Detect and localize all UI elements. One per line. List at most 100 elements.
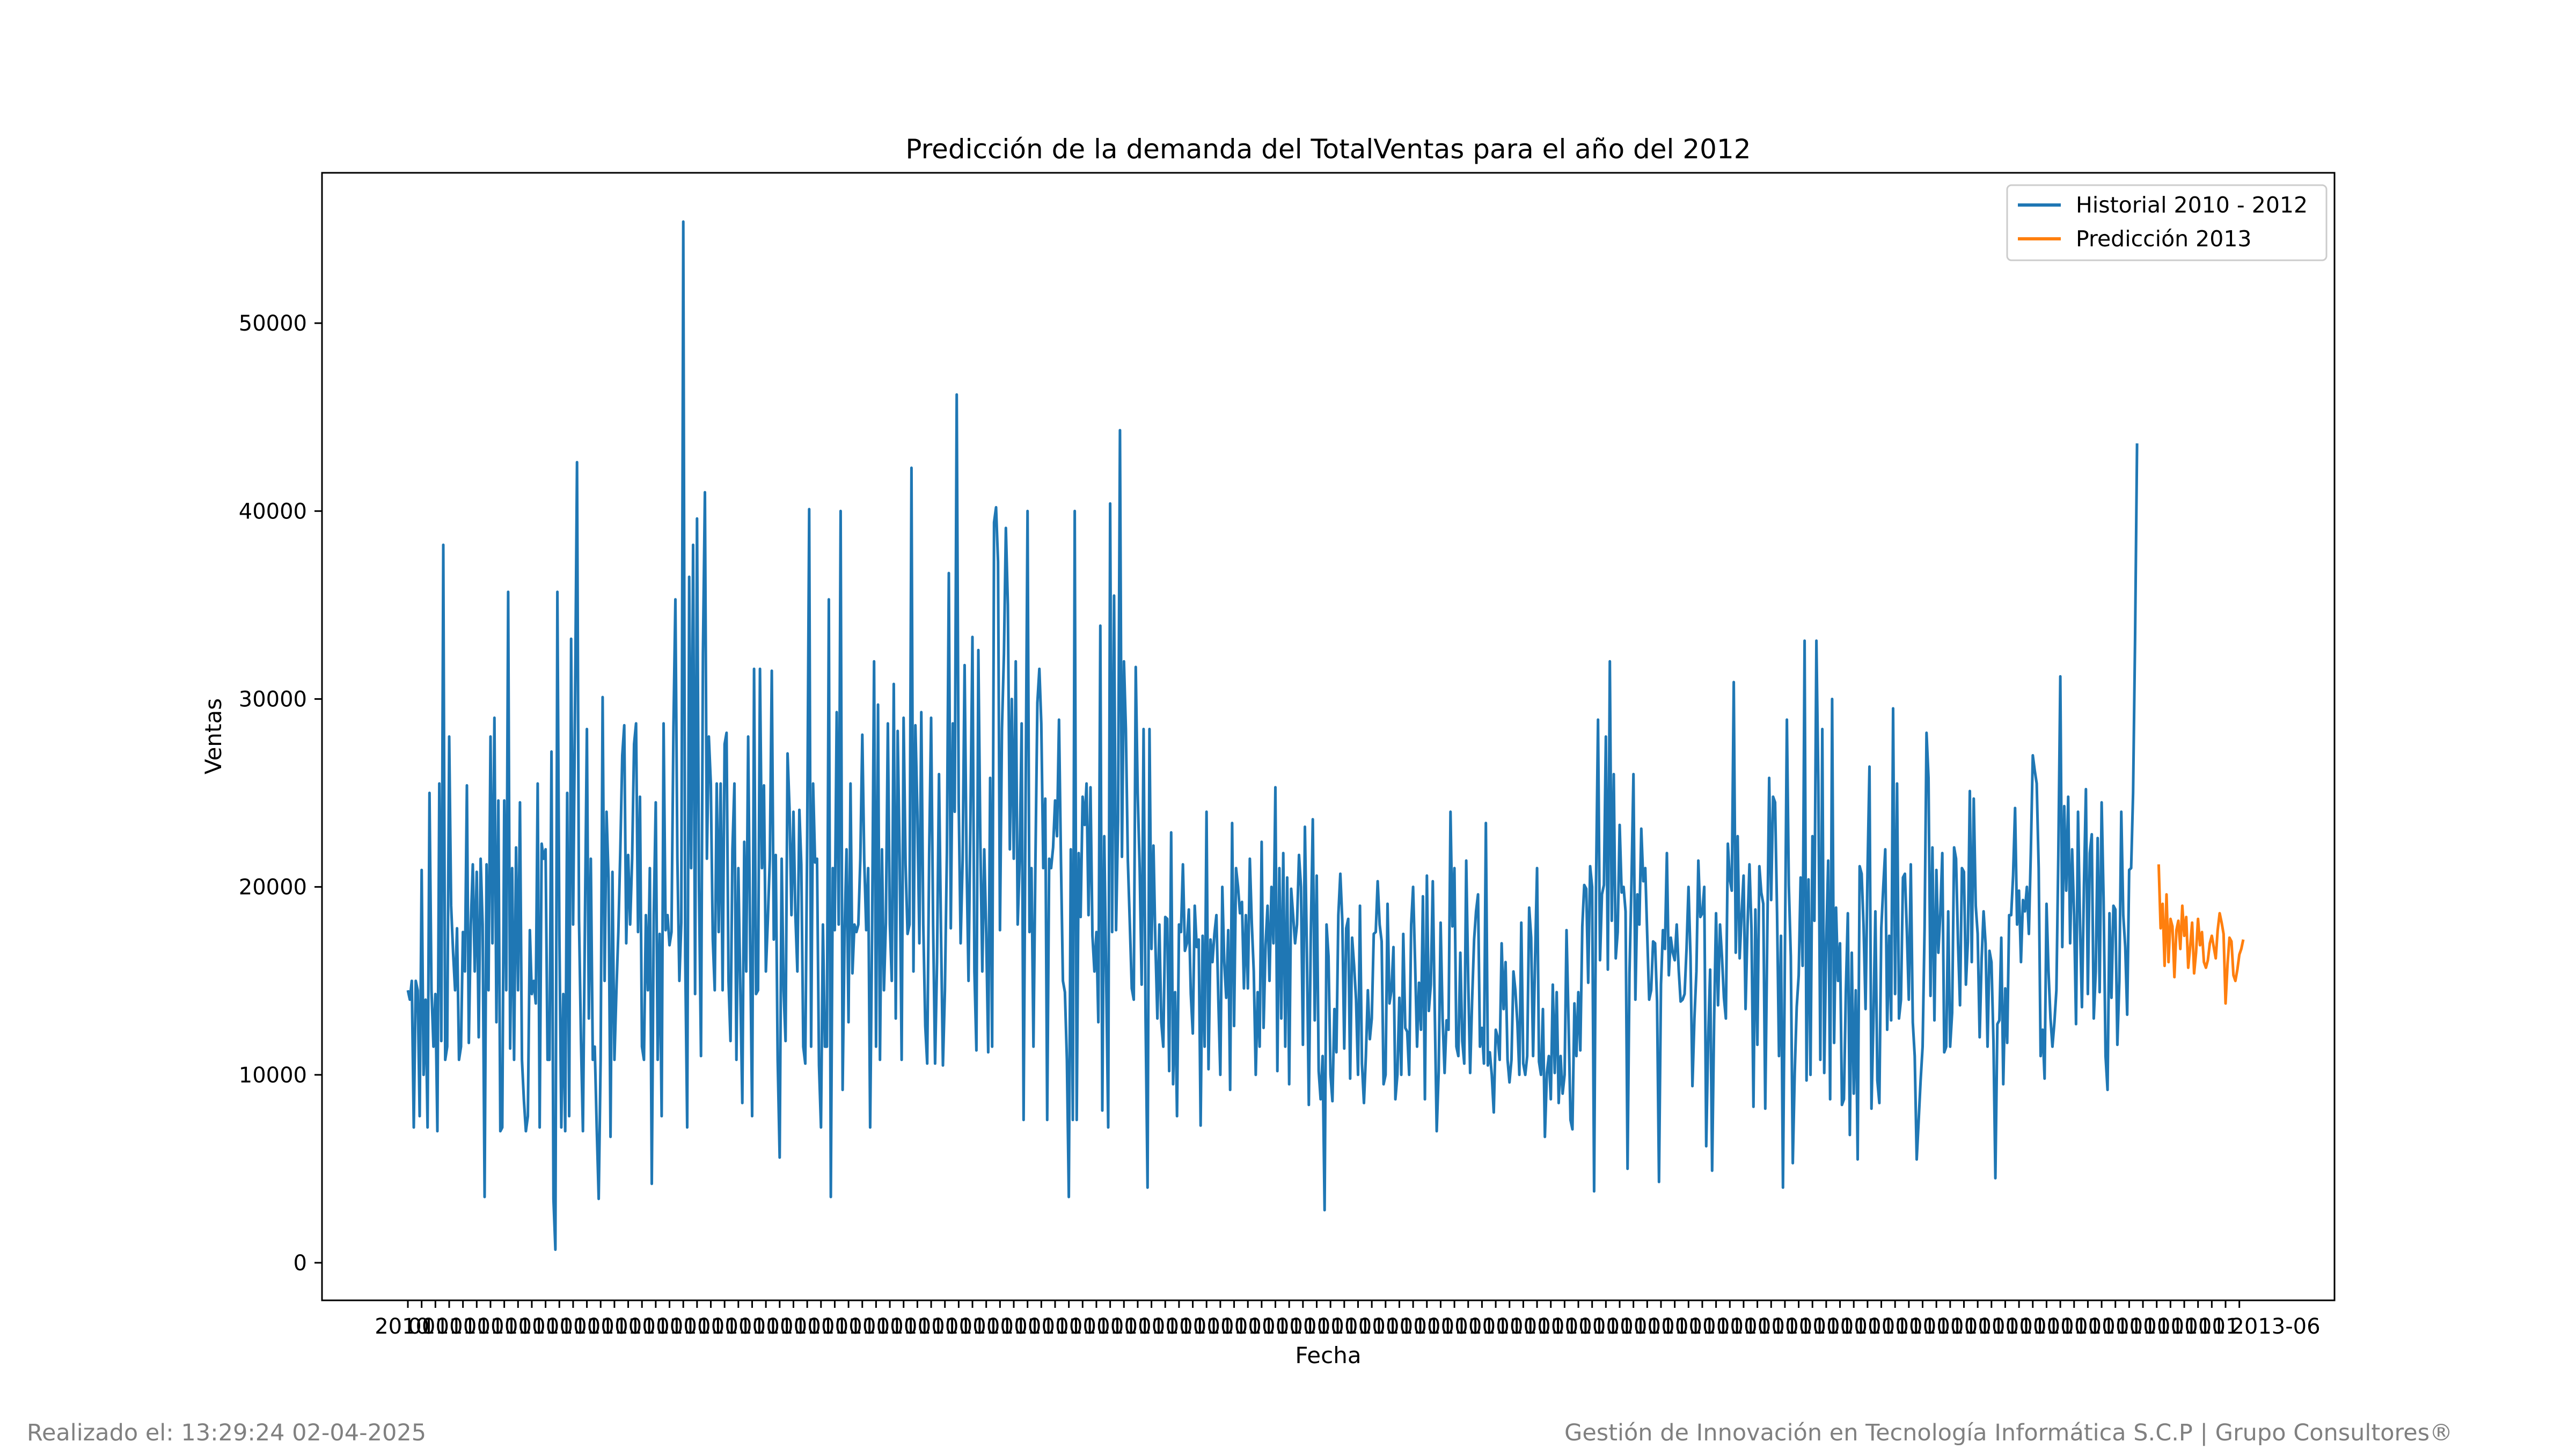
x-tick-label: 01 [408,1314,435,1339]
x-tick-label: 01 [1206,1314,1234,1339]
x-tick-label: 01 [504,1314,532,1339]
x-tick-label: 01 [683,1314,711,1339]
x-tick-label: 01 [573,1314,601,1339]
y-tick-label: 20000 [239,875,307,900]
x-tick-label: 01 [1372,1314,1399,1339]
x-tick-label: 01 [1744,1314,1771,1339]
x-tick-label: 01 [711,1314,738,1339]
x-tick-label: 01 [1799,1314,1826,1339]
y-axis-ticks: 0 10000 20000 30000 40000 50000 [239,311,322,1276]
x-tick-label: 01 [1042,1314,1069,1339]
x-tick-label: 01 [1648,1314,1675,1339]
x-tick-label: 01 [2060,1314,2088,1339]
x-tick-label: 01 [1096,1314,1124,1339]
x-tick-label: 01 [1510,1314,1537,1339]
x-tick-label: 01 [1992,1314,2019,1339]
x-tick-label: 01 [1289,1314,1316,1339]
x-tick-label: 01 [436,1314,463,1339]
x-tick-label: 01 [546,1314,573,1339]
x-tick-label: 01 [628,1314,656,1339]
x-tick-label: 01 [2171,1314,2198,1339]
x-tick-label: 01 [1592,1314,1620,1339]
y-tick-label: 30000 [239,687,307,712]
x-tick-label: 01 [2033,1314,2060,1339]
x-tick-label: 01 [1868,1314,1895,1339]
x-tick-label: 01 [752,1314,780,1339]
x-tick-label: 01 [1565,1314,1592,1339]
x-tick-label: 01 [1840,1314,1868,1339]
x-tick-label: 01 [697,1314,724,1339]
x-tick-label: 01 [986,1314,1014,1339]
x-tick-label: 01 [1317,1314,1344,1339]
x-axis-label: Fecha [1295,1342,1361,1368]
x-tick-label: 01 [518,1314,545,1339]
x-tick-label: 01 [601,1314,628,1339]
legend-label-historial: Historial 2010 - 2012 [2076,192,2308,218]
x-tick-label: 01 [821,1314,848,1339]
x-tick-label: 01 [1895,1314,1922,1339]
x-tick-label: 01 [1400,1314,1427,1339]
legend-box [2006,184,2328,261]
x-tick-label: 01 [876,1314,904,1339]
x-tick-label: 01 [1358,1314,1386,1339]
x-tick-label: 01 [890,1314,917,1339]
x-tick-label: 01 [1634,1314,1661,1339]
x-tick-label: 01 [2184,1314,2212,1339]
x-tick-label: 01 [1000,1314,1028,1339]
footer-company: Gestión de Innovación en Tecnología Info… [1564,1419,2453,1446]
x-tick-label: 01 [2157,1314,2184,1339]
x-tick-label: 01 [1702,1314,1730,1339]
x-tick-label: 01 [1165,1314,1192,1339]
x-tick-label: 01 [766,1314,793,1339]
x-axis-ticks: 0101010101010101010101010101010101010101… [375,1300,2321,1339]
x-tick-label: 01 [1468,1314,1496,1339]
x-tick-label: 01 [1427,1314,1454,1339]
x-tick-label: 01 [670,1314,697,1339]
x-tick-label: 01 [1234,1314,1262,1339]
x-tick-label: 01 [2116,1314,2143,1339]
x-tick-label: 01 [422,1314,449,1339]
y-tick-label: 50000 [239,311,307,336]
x-tick-label: 01 [1923,1314,1950,1339]
x-tick-label: 01 [1620,1314,1647,1339]
x-tick-label: 01 [1330,1314,1358,1339]
x-tick-label: 01 [738,1314,766,1339]
x-tick-label: 01 [1675,1314,1702,1339]
legend-label-prediccion: Predicción 2013 [2076,226,2252,252]
x-tick-label: 01 [532,1314,559,1339]
x-tick-label: 01 [1344,1314,1372,1339]
x-tick-label: 01 [1936,1314,1964,1339]
x-tick-label: 01 [1276,1314,1303,1339]
x-tick-label: 01 [1179,1314,1206,1339]
y-tick-label: 0 [294,1251,307,1276]
x-tick-label: 01 [945,1314,972,1339]
x-tick-label: 01 [642,1314,669,1339]
x-tick-label: 01 [1758,1314,1785,1339]
x-tick-label: 01 [1055,1314,1082,1339]
series-layer [406,220,2245,1251]
x-tick-label: 01 [1771,1314,1798,1339]
x-tick-label: 01 [449,1314,477,1339]
x-tick-label: 01 [1152,1314,1179,1339]
x-tick-label: 01 [2102,1314,2129,1339]
x-tick-label: 01 [1028,1314,1055,1339]
x-tick-label: 01 [2198,1314,2226,1339]
x-tick-label: 01 [2129,1314,2157,1339]
x-tick-label: 01 [1441,1314,1468,1339]
x-tick-label: 01 [2143,1314,2170,1339]
chart-title: Predicción de la demanda del TotalVentas… [905,134,1751,165]
x-tick-label: 01 [1262,1314,1289,1339]
x-tick-label: 01 [794,1314,821,1339]
x-tick-label: 01 [2047,1314,2074,1339]
x-tick-label: 01 [2019,1314,2046,1339]
x-tick-label: 01 [780,1314,807,1339]
x-tick-label: 01 [959,1314,986,1339]
x-tick-label: 01 [1110,1314,1138,1339]
x-tick-label: 01 [1826,1314,1854,1339]
x-tick-label: 01 [1578,1314,1606,1339]
x-tick-label: 01 [1303,1314,1330,1339]
x-tick-label: 01 [656,1314,683,1339]
x-tick-label: 01 [931,1314,958,1339]
x-tick-label: 01 [1785,1314,1812,1339]
legend: Historial 2010 - 2012 Predicción 2013 [2006,184,2328,261]
